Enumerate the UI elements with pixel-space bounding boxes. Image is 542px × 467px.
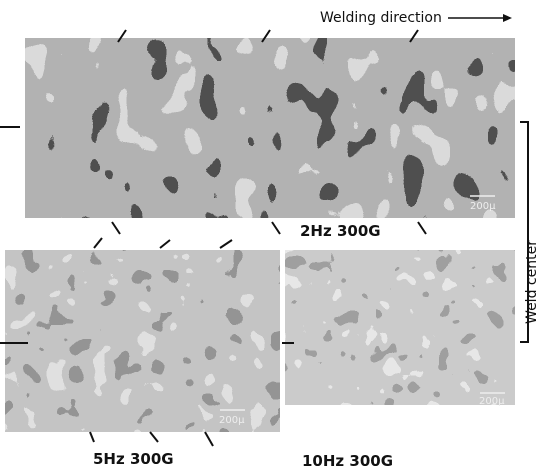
panel-label: 2Hz 300G xyxy=(300,222,381,240)
panel-label: 5Hz 300G xyxy=(93,450,174,467)
figure: Welding direction Weld center 200μ 200μ … xyxy=(0,0,542,467)
panel-label: 10Hz 300G xyxy=(302,452,393,467)
arrow-head xyxy=(503,14,512,22)
direction-label: Welding direction xyxy=(320,10,442,26)
scale-label: 200μ xyxy=(219,415,245,426)
micrograph xyxy=(285,250,515,405)
micrograph xyxy=(5,250,280,432)
micrograph xyxy=(25,38,515,218)
weld-center: Weld center xyxy=(524,240,540,324)
scale-label: 200μ xyxy=(479,396,505,407)
scale-label: 200μ xyxy=(470,201,496,212)
scale-bar: 200μ xyxy=(479,393,505,407)
